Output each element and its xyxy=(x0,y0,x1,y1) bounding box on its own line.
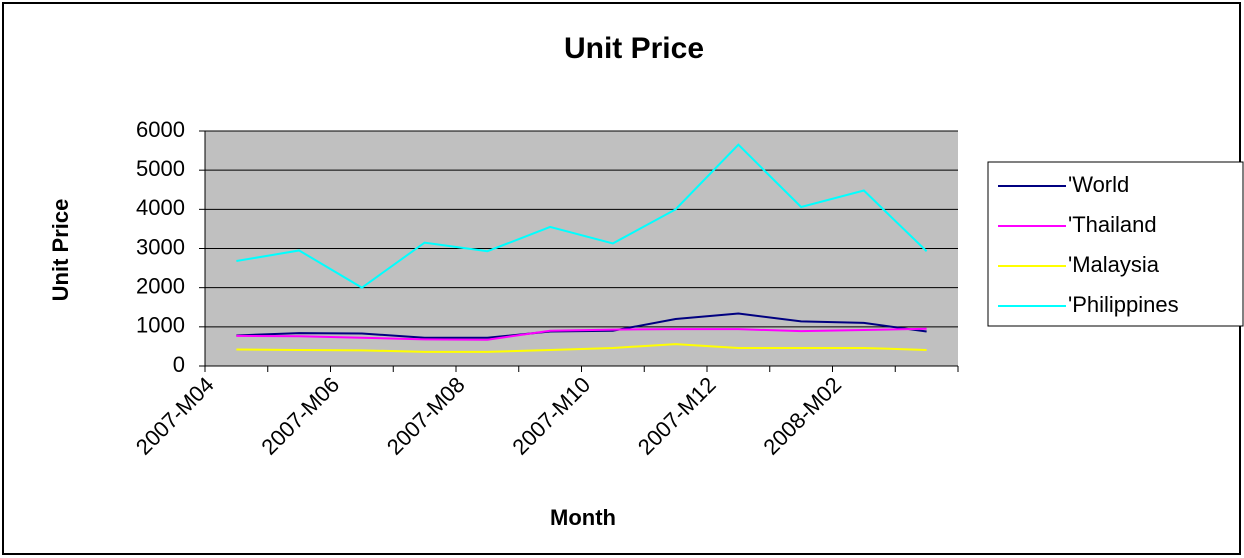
legend-label: 'World xyxy=(1068,172,1129,197)
series-line xyxy=(236,343,927,353)
series-line xyxy=(236,143,928,289)
y-tick-label: 3000 xyxy=(136,234,185,259)
legend-label: 'Thailand xyxy=(1068,212,1157,237)
y-tick-label: 6000 xyxy=(136,117,185,142)
series-line xyxy=(236,327,927,341)
y-axis-label: Unit Price xyxy=(48,199,73,302)
y-tick-label: 0 xyxy=(173,352,185,377)
x-axis-label: Month xyxy=(550,505,616,530)
chart-title: Unit Price xyxy=(564,32,704,65)
legend-box xyxy=(987,161,1244,327)
y-tick-label: 2000 xyxy=(136,273,185,298)
y-tick-label: 1000 xyxy=(136,313,185,338)
legend-label: 'Malaysia xyxy=(1068,252,1160,277)
legend-label: 'Philippines xyxy=(1068,292,1179,317)
y-tick-label: 5000 xyxy=(136,156,185,181)
y-tick-label: 4000 xyxy=(136,195,185,220)
